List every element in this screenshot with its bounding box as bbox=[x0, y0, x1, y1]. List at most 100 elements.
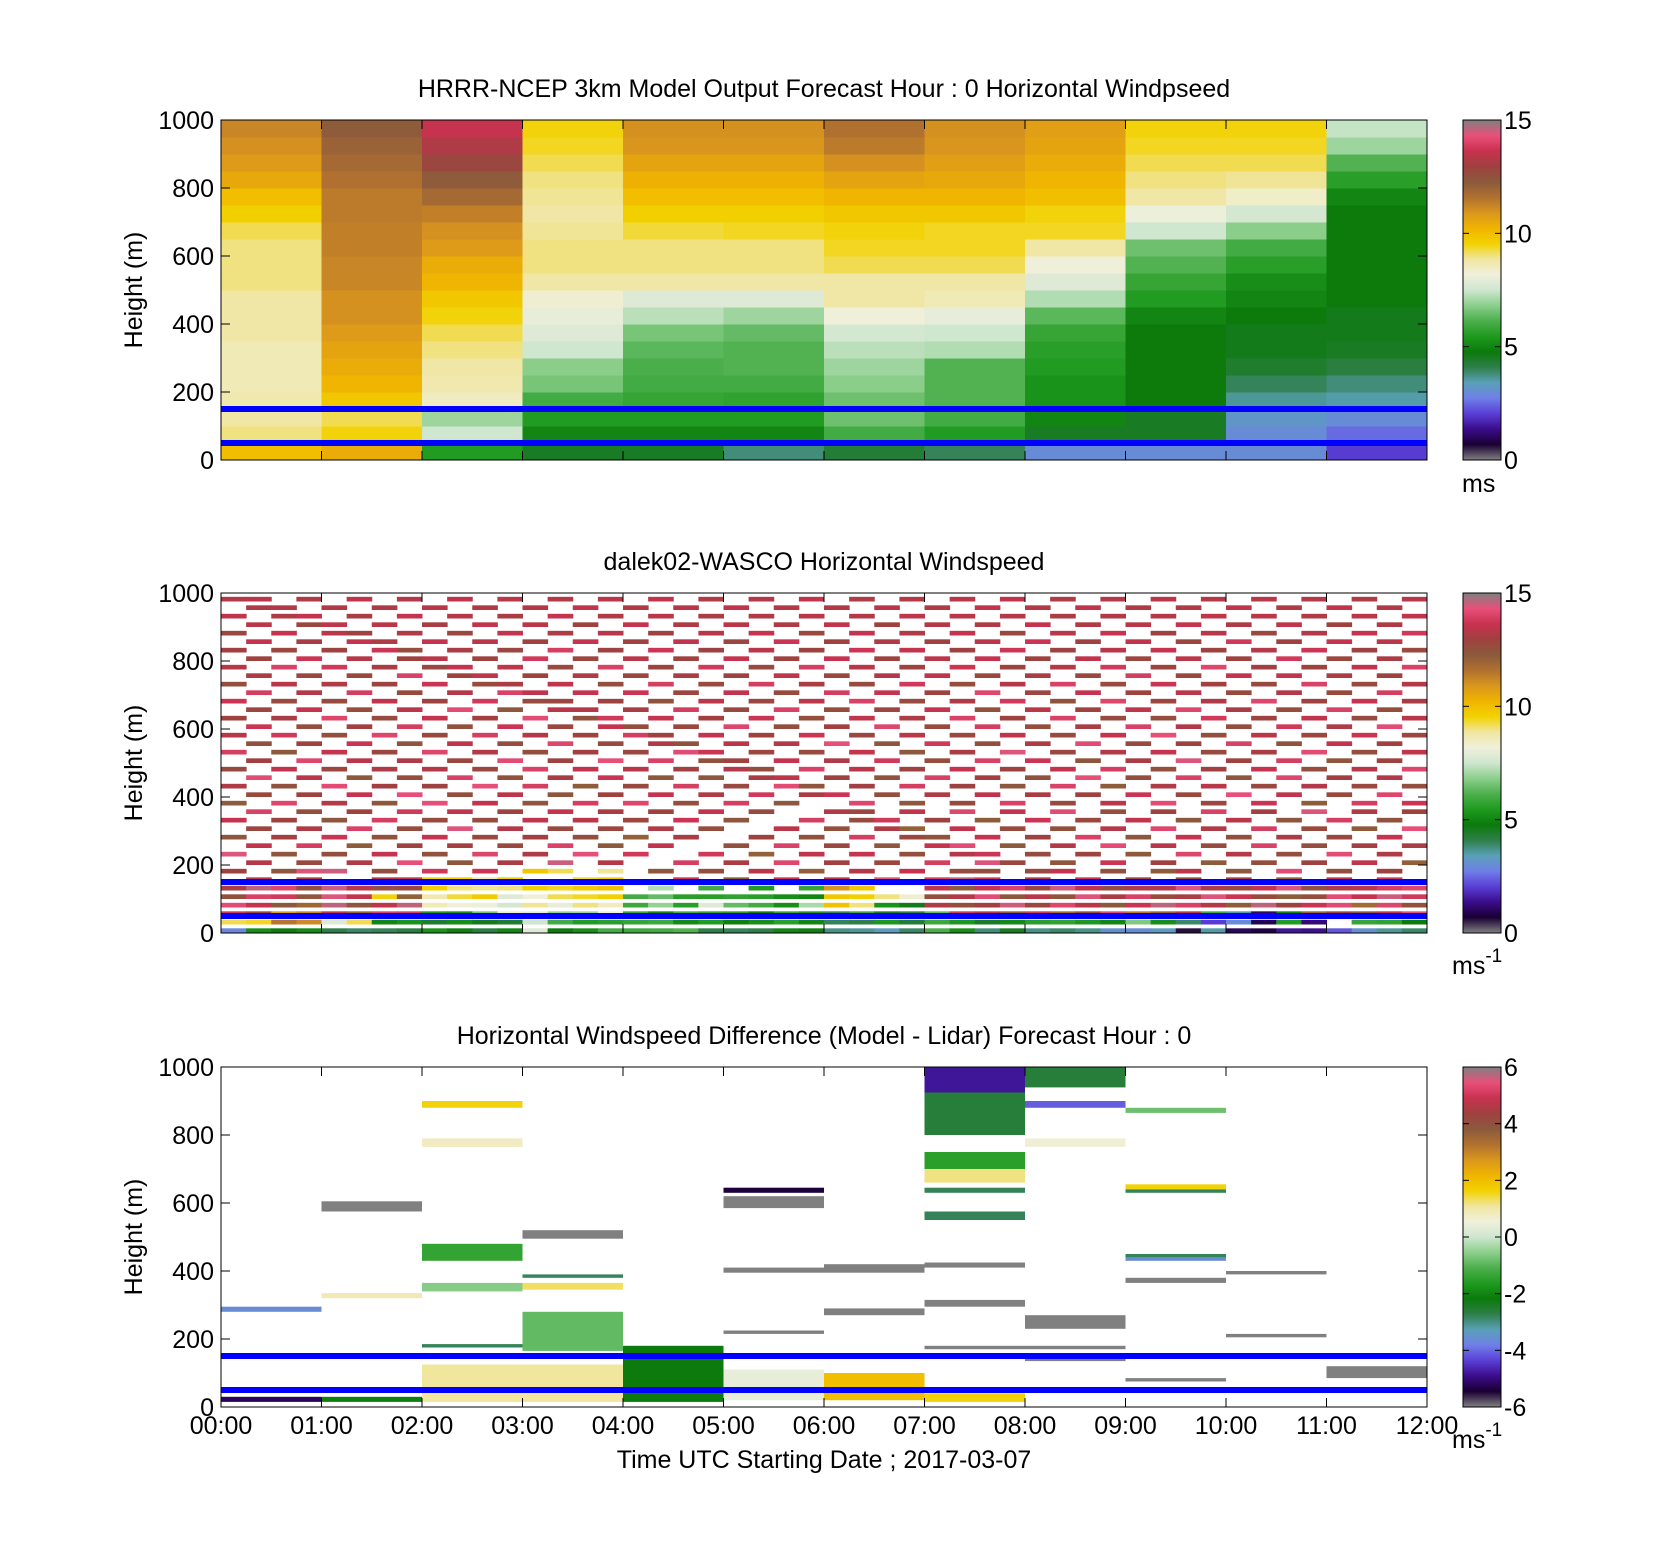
lidar-cell bbox=[271, 919, 297, 925]
lidar-cell bbox=[798, 647, 825, 653]
lidar-cell bbox=[648, 664, 674, 670]
model-cell bbox=[321, 171, 423, 189]
lidar-cell bbox=[472, 817, 498, 823]
model-cell bbox=[221, 120, 322, 138]
lidar-cell bbox=[673, 749, 699, 755]
lidar-cell bbox=[447, 707, 473, 712]
lidar-cell bbox=[623, 766, 649, 772]
diff-segment bbox=[1326, 1366, 1427, 1379]
lidar-cell bbox=[1025, 928, 1051, 933]
lidar-cell bbox=[1175, 741, 1202, 746]
diff-segment bbox=[723, 1196, 824, 1209]
lidar-cell bbox=[371, 732, 398, 738]
lidar-cell bbox=[1276, 792, 1302, 797]
lidar-cell bbox=[1025, 673, 1051, 678]
panel-lidar-ylabel: Height (m) bbox=[120, 705, 148, 822]
lidar-cell bbox=[974, 605, 1001, 610]
lidar-cell bbox=[497, 792, 523, 797]
lidar-cell bbox=[1351, 715, 1378, 721]
lidar-cell bbox=[422, 681, 448, 687]
lidar-cell bbox=[1175, 707, 1202, 712]
lidar-cell bbox=[999, 681, 1026, 687]
lidar-cell bbox=[1351, 613, 1378, 619]
model-cell bbox=[522, 205, 624, 223]
lidar-cell bbox=[472, 834, 498, 840]
model-cell bbox=[1025, 341, 1126, 359]
lidar-cell bbox=[1200, 715, 1227, 721]
lidar-cell bbox=[798, 851, 825, 857]
lidar-cell bbox=[748, 851, 775, 857]
lidar-cell bbox=[1025, 639, 1051, 644]
lidar-cell bbox=[472, 902, 498, 908]
lidar-cell bbox=[1251, 919, 1277, 925]
lidar-cell bbox=[849, 868, 875, 874]
lidar-cell bbox=[673, 860, 699, 865]
lidar-cell bbox=[1351, 647, 1378, 653]
lidar-cell bbox=[648, 698, 674, 704]
lidar-cell bbox=[271, 834, 297, 840]
lidar-cell bbox=[497, 860, 523, 865]
model-cell bbox=[1326, 188, 1427, 206]
lidar-cell bbox=[1175, 758, 1202, 763]
lidar-cell bbox=[1050, 809, 1076, 814]
lidar-cell bbox=[371, 605, 398, 610]
y-tick-label: 600 bbox=[172, 1190, 214, 1218]
lidar-cell bbox=[874, 690, 900, 695]
lidar-cell bbox=[1075, 919, 1101, 925]
lidar-cell bbox=[1100, 928, 1126, 933]
lidar-cell bbox=[221, 749, 247, 755]
lidar-cell bbox=[572, 639, 599, 644]
lidar-cell bbox=[874, 902, 900, 908]
model-cell bbox=[522, 426, 624, 444]
lidar-cell bbox=[1200, 843, 1227, 848]
unit-base: ms bbox=[1452, 1426, 1485, 1454]
lidar-cell bbox=[1376, 919, 1403, 925]
lidar-cell bbox=[849, 885, 875, 891]
lidar-cell bbox=[346, 724, 373, 729]
lidar-cell bbox=[271, 630, 297, 636]
lidar-cell bbox=[447, 690, 473, 695]
model-cell bbox=[1125, 171, 1227, 189]
diff-segment bbox=[924, 1299, 1025, 1307]
lidar-cell bbox=[246, 809, 272, 814]
model-cell bbox=[1025, 409, 1126, 427]
lidar-cell bbox=[422, 732, 448, 738]
lidar-cell bbox=[824, 605, 850, 610]
lidar-cell bbox=[572, 919, 599, 925]
lidar-cell bbox=[899, 596, 925, 602]
lidar-cell bbox=[1226, 919, 1252, 925]
lidar-cell bbox=[1376, 775, 1403, 780]
lidar-cell bbox=[748, 775, 775, 780]
model-cell bbox=[522, 443, 624, 460]
lidar-cell bbox=[824, 792, 850, 797]
diff-segment bbox=[221, 1306, 322, 1312]
model-cell bbox=[1025, 188, 1126, 206]
lidar-cell bbox=[472, 673, 498, 678]
lidar-cell bbox=[874, 843, 900, 848]
lidar-cell bbox=[924, 792, 951, 797]
unit-exponent: -1 bbox=[1485, 946, 1502, 967]
lidar-cell bbox=[296, 775, 322, 780]
diff-segment bbox=[1226, 1271, 1327, 1275]
lidar-cell bbox=[1200, 596, 1227, 602]
lidar-cell bbox=[648, 826, 674, 831]
lidar-cell bbox=[422, 605, 448, 610]
lidar-cell bbox=[1376, 741, 1403, 746]
lidar-cell bbox=[1200, 902, 1227, 908]
lidar-cell bbox=[1125, 707, 1152, 712]
lidar-cell bbox=[1351, 766, 1378, 772]
lidar-cell bbox=[949, 647, 976, 653]
lidar-cell bbox=[824, 707, 850, 712]
lidar-cell bbox=[824, 885, 850, 891]
lidar-cell bbox=[1251, 783, 1277, 789]
lidar-cell bbox=[246, 928, 272, 933]
diff-segment bbox=[1025, 1138, 1126, 1147]
model-cell bbox=[522, 324, 624, 342]
x-tick-labels: 00:00 01:00 02:00 03:00 04:00 05:00 06:00 07:00… bbox=[190, 1412, 1459, 1440]
lidar-cell bbox=[1050, 613, 1076, 619]
lidar-cell bbox=[396, 792, 423, 797]
model-cell bbox=[824, 307, 925, 325]
lidar-cell bbox=[1150, 902, 1177, 908]
lidar-cell bbox=[371, 800, 398, 806]
